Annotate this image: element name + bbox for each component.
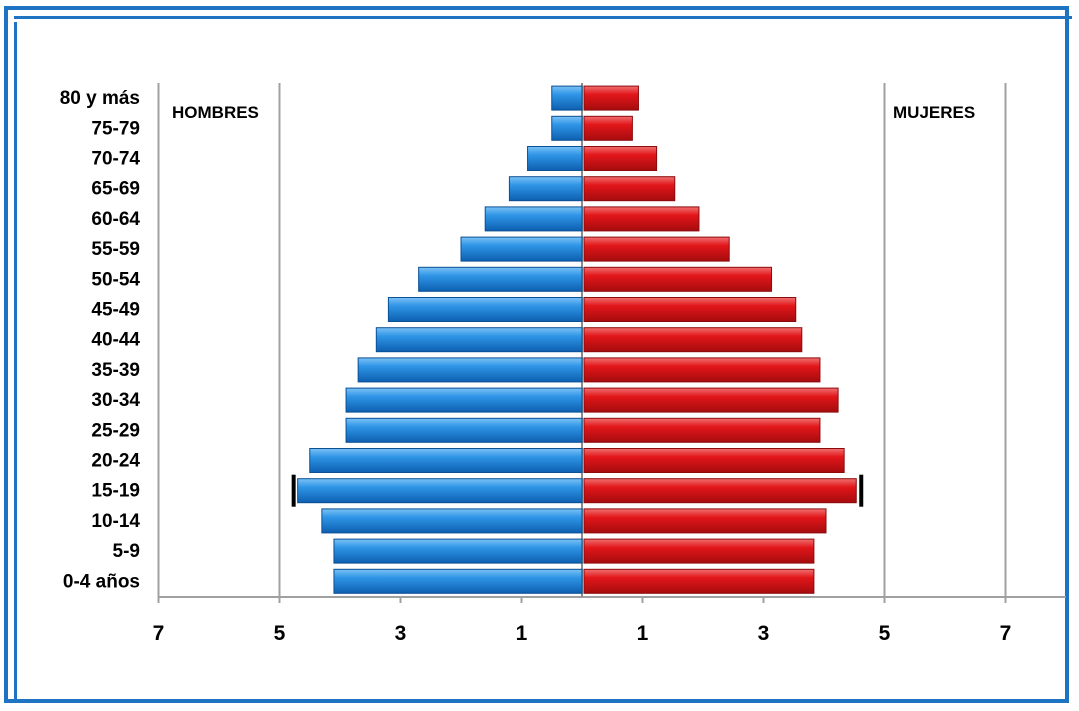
bar-mujeres: [583, 115, 633, 141]
age-group-label: 40-44: [91, 330, 140, 351]
x-tick-label: 5: [879, 622, 891, 645]
bar-mujeres: [583, 417, 821, 443]
bar-hombres: [551, 85, 583, 111]
bar-hombres: [345, 417, 583, 443]
bar-hombres: [297, 478, 583, 504]
bar-mujeres: [583, 297, 797, 322]
error-bar-marker: [291, 474, 296, 507]
bar-hombres: [333, 538, 583, 564]
x-tick-label: 5: [274, 622, 286, 645]
bar-mujeres: [583, 327, 803, 353]
age-group-label: 55-59: [91, 239, 140, 260]
bar-mujeres: [583, 508, 827, 534]
right-series-label: MUJERES: [893, 103, 975, 122]
bar-hombres: [333, 568, 583, 594]
bar-mujeres: [583, 146, 658, 171]
bar-hombres: [345, 387, 583, 413]
age-group-label: 20-24: [91, 451, 140, 472]
frame-inner-top-line: [14, 16, 1072, 19]
x-tick-label: 3: [758, 622, 770, 645]
bar-hombres: [357, 357, 583, 383]
x-tick-label: 7: [153, 622, 165, 645]
frame-inner-left-line: [14, 22, 17, 702]
bar-mujeres: [583, 206, 700, 232]
x-tick-label: 1: [516, 622, 528, 645]
x-tick-label: 3: [395, 622, 407, 645]
age-group-label: 0-4 años: [63, 571, 140, 592]
age-group-label: 30-34: [91, 390, 140, 411]
age-group-label: 75-79: [91, 118, 140, 139]
x-tick-label: 1: [637, 622, 649, 645]
age-group-label: 80 y más: [60, 88, 140, 109]
bar-hombres: [375, 327, 583, 353]
bar-hombres: [527, 146, 583, 171]
bar-hombres: [508, 176, 583, 202]
bar-mujeres: [583, 236, 730, 262]
bar-mujeres: [583, 266, 773, 292]
bar-hombres: [460, 236, 583, 262]
bar-mujeres: [583, 387, 839, 413]
age-group-label: 10-14: [91, 511, 140, 532]
age-group-label: 35-39: [91, 360, 140, 381]
age-group-label: 50-54: [91, 269, 140, 290]
bar-hombres: [484, 206, 583, 232]
bar-mujeres: [583, 357, 821, 383]
age-group-label: 60-64: [91, 209, 140, 230]
age-group-label: 45-49: [91, 300, 140, 321]
age-group-label: 5-9: [113, 541, 140, 562]
left-series-label: HOMBRES: [172, 103, 259, 122]
bar-mujeres: [583, 448, 845, 473]
age-group-label: 70-74: [91, 149, 140, 170]
bar-mujeres: [583, 176, 676, 202]
bar-mujeres: [583, 85, 639, 111]
bar-mujeres: [583, 568, 815, 594]
error-bar-marker: [859, 474, 864, 507]
age-group-label: 65-69: [91, 179, 140, 200]
bar-hombres: [321, 508, 583, 534]
bar-hombres: [551, 115, 583, 141]
bar-hombres: [309, 448, 583, 473]
bar-hombres: [418, 266, 583, 292]
age-group-label: 25-29: [91, 420, 140, 441]
bar-mujeres: [583, 538, 815, 564]
x-tick-label: 7: [1000, 622, 1012, 645]
bar-hombres: [387, 297, 583, 322]
bar-mujeres: [583, 478, 857, 504]
age-group-label: 15-19: [91, 481, 140, 502]
